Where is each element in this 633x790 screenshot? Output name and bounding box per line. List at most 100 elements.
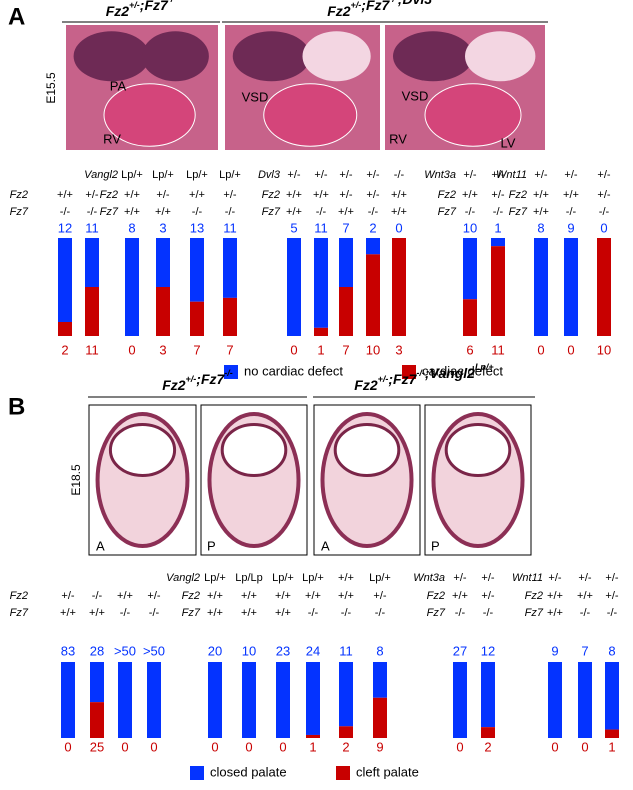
count-affected: 3: [395, 342, 402, 357]
allele: +/-: [366, 189, 379, 201]
allele: +/-: [378, 374, 389, 384]
gene: Fz2: [354, 377, 378, 393]
count-affected: 2: [61, 342, 68, 357]
allele: +/-: [373, 590, 386, 602]
count-affected: 9: [376, 739, 383, 754]
allele: -/-: [394, 169, 405, 181]
lung: [393, 31, 473, 82]
allele: +/+: [124, 189, 140, 201]
bar-unaffected: [534, 238, 548, 336]
count-unaffected: 0: [395, 220, 402, 235]
count-affected: 0: [290, 342, 297, 357]
allele: -/-: [92, 590, 103, 602]
bar-unaffected: [548, 662, 562, 738]
legend-swatch: [402, 365, 416, 379]
row-gene: Fz2: [438, 189, 456, 201]
allele: Lp/+: [302, 572, 324, 584]
allele: Lp/+: [219, 169, 241, 181]
allele: +/-: [453, 572, 466, 584]
count-unaffected: >50: [114, 643, 136, 658]
bar-unaffected: [453, 662, 467, 738]
stage-label: E18.5: [69, 464, 83, 496]
count-unaffected: 83: [61, 643, 75, 658]
bar-unaffected: [242, 662, 256, 738]
allele: +/+: [547, 590, 563, 602]
allele: +/+: [338, 206, 354, 218]
count-unaffected: 11: [85, 220, 99, 235]
row-gene: Fz2: [525, 590, 543, 602]
image-label: PA: [110, 78, 127, 93]
allele: +/+: [313, 189, 329, 201]
bar-unaffected: [85, 238, 99, 287]
allele: +/-: [605, 590, 618, 602]
gene: ;Fz7: [361, 0, 390, 13]
allele: +/+: [207, 590, 223, 602]
bar-unaffected: [118, 662, 132, 738]
gene: Fz2: [106, 3, 130, 19]
bar-affected: [90, 702, 104, 738]
allele: Lp/+: [475, 362, 494, 372]
image-label: RV: [103, 131, 121, 146]
image-label: LV: [501, 135, 516, 150]
bar-affected: [481, 727, 495, 738]
allele: +/+: [563, 189, 579, 201]
row-gene: Dvl3: [258, 169, 281, 181]
allele: +/-: [186, 374, 197, 384]
allele: +/+: [391, 189, 407, 201]
bar-affected: [491, 246, 505, 336]
count-unaffected: 8: [128, 220, 135, 235]
gene: ;Fz7: [388, 371, 417, 387]
count-unaffected: 7: [581, 643, 588, 658]
count-unaffected: 9: [567, 220, 574, 235]
bar-unaffected: [208, 662, 222, 738]
allele: -/-: [389, 0, 398, 4]
bar-unaffected: [491, 238, 505, 247]
allele: -/-: [375, 607, 386, 619]
count-affected: 2: [342, 739, 349, 754]
heart: [103, 83, 196, 147]
allele: +/+: [391, 206, 407, 218]
bar-unaffected: [223, 238, 237, 298]
allele: +/-: [129, 0, 140, 10]
bar-unaffected: [125, 238, 139, 336]
bar-unaffected: [564, 238, 578, 336]
allele: +/-: [223, 189, 236, 201]
row-gene: Wnt3a: [413, 572, 445, 584]
allele: -/-: [566, 206, 577, 218]
row-gene: Fz7: [427, 607, 446, 619]
brain: [220, 423, 288, 477]
allele: -/-: [341, 607, 352, 619]
count-affected: 0: [64, 739, 71, 754]
allele: +/-: [534, 169, 547, 181]
legend-swatch: [190, 766, 204, 780]
allele: +/-: [156, 189, 169, 201]
count-unaffected: 10: [463, 220, 477, 235]
legend-swatch: [224, 365, 238, 379]
brain: [333, 423, 401, 477]
bar-unaffected: [156, 238, 170, 287]
genotype-header: Fz2+/-;Fz7-/-: [162, 368, 233, 392]
legend-swatch: [336, 766, 350, 780]
lung: [465, 31, 536, 82]
count-affected: 1: [608, 739, 615, 754]
lung: [232, 31, 311, 82]
allele: +/+: [547, 607, 563, 619]
legend-label: closed palate: [210, 764, 287, 779]
allele: -/-: [580, 607, 591, 619]
row-gene: Fz2: [427, 590, 445, 602]
allele: +/-: [339, 169, 352, 181]
bar-unaffected: [61, 662, 75, 738]
bar-unaffected: [605, 662, 619, 730]
allele: -/-: [316, 206, 327, 218]
count-affected: 10: [597, 342, 611, 357]
allele: Lp/+: [121, 169, 143, 181]
bar-unaffected: [366, 238, 380, 255]
count-unaffected: 9: [551, 643, 558, 658]
count-unaffected: 8: [537, 220, 544, 235]
bar-affected: [85, 287, 99, 336]
legend-label: cleft palate: [356, 764, 419, 779]
bar-affected: [366, 254, 380, 336]
row-gene: Fz7: [10, 206, 29, 218]
bar-unaffected: [306, 662, 320, 735]
